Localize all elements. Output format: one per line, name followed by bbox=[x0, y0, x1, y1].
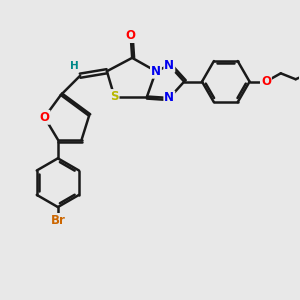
Text: O: O bbox=[40, 111, 50, 124]
Text: N: N bbox=[164, 59, 174, 72]
Text: N: N bbox=[151, 65, 161, 78]
Text: O: O bbox=[261, 75, 271, 88]
Text: O: O bbox=[126, 29, 136, 42]
Text: H: H bbox=[70, 61, 79, 71]
Text: N: N bbox=[164, 92, 174, 104]
Text: S: S bbox=[110, 90, 118, 103]
Text: Br: Br bbox=[50, 214, 65, 227]
